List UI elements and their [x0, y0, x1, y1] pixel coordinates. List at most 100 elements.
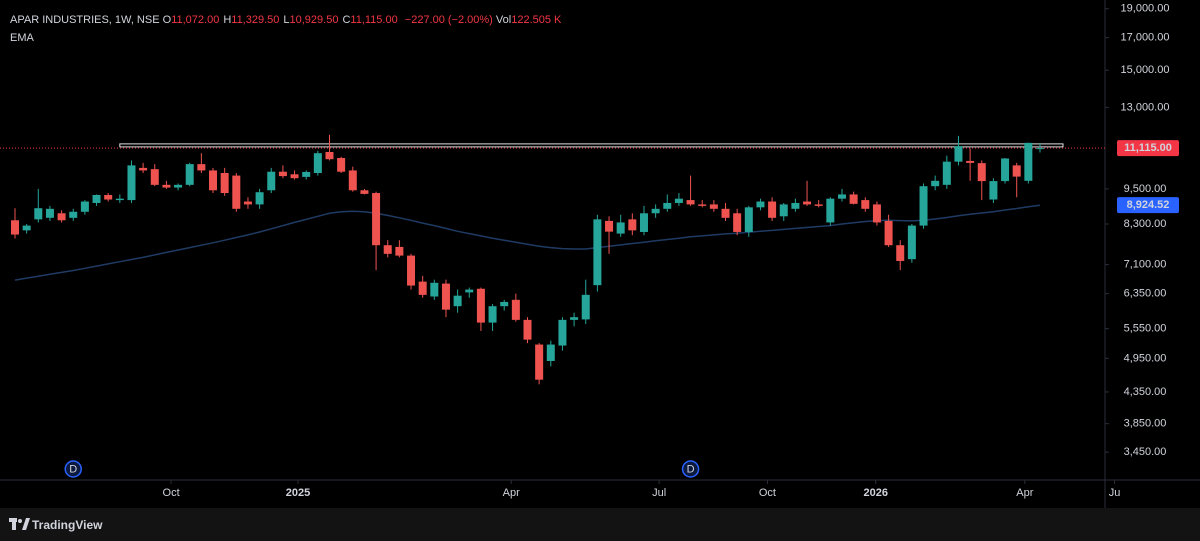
candle-body: [220, 172, 229, 194]
candle-body: [1012, 165, 1021, 177]
candle-body: [872, 204, 881, 223]
candle-body: [500, 301, 509, 307]
event-marker: [681, 460, 700, 478]
event-label: D: [687, 463, 695, 475]
y-tick-label: 8,300.00: [1124, 218, 1167, 230]
y-tick-label: 9,500.00: [1124, 183, 1167, 195]
y-tick-label: 6,350.00: [1124, 288, 1167, 300]
candle-body: [150, 169, 159, 185]
ohlc-key: C: [342, 14, 351, 26]
candle-body: [465, 289, 474, 293]
candle-body: [476, 288, 485, 323]
ohlc-key: L: [283, 14, 290, 26]
candle-body: [966, 160, 975, 163]
event-marker: [64, 460, 82, 478]
candle-body: [22, 225, 31, 231]
candle-body: [639, 213, 648, 232]
candle-body: [360, 190, 369, 194]
candle-body: [162, 184, 171, 188]
candle-body: [698, 204, 707, 206]
candle-body: [884, 220, 893, 246]
last-price-label-bg: [1117, 140, 1179, 157]
x-tick-label: Oct: [759, 487, 776, 499]
x-tick-label: Apr: [1016, 487, 1033, 499]
last-price-label: 11,115.00: [1124, 142, 1172, 154]
candle-body: [756, 201, 765, 208]
candle-body: [430, 282, 439, 297]
candle-body: [80, 201, 89, 212]
x-tick-label: Apr: [503, 487, 520, 499]
candle-body: [768, 201, 777, 218]
ohlc-value: 11,072.00: [171, 14, 220, 26]
candle-body: [488, 306, 497, 323]
candle-body: [197, 164, 206, 171]
candle-body: [127, 165, 136, 201]
candle-body: [174, 184, 183, 188]
ema-price-label: 8,924.52: [1127, 199, 1170, 211]
ema-line: [14, 204, 1041, 281]
candle-body: [1024, 142, 1033, 181]
candle-body: [907, 225, 916, 260]
candle-body: [11, 220, 19, 235]
symbol: APAR INDUSTRIES, 1W, NSE: [10, 14, 160, 26]
candle-body: [803, 201, 812, 205]
candle-body: [348, 170, 357, 191]
candle-body: [34, 208, 43, 220]
candle-body: [605, 220, 614, 232]
x-tick-label: Ju: [1109, 487, 1121, 499]
y-tick-label: 5,550.00: [1124, 323, 1167, 335]
ohlc-key: H: [223, 14, 232, 26]
y-tick-label: 15,000.00: [1121, 64, 1170, 76]
candle-body: [651, 208, 660, 214]
ohlc-value: 10,929.50: [289, 14, 339, 26]
y-tick-label: 3,850.00: [1124, 418, 1167, 430]
y-tick-label: 7,100.00: [1124, 259, 1167, 271]
candle-body: [558, 319, 567, 346]
change: −227.00 (−2.00%): [404, 14, 493, 26]
y-tick-label: 3,450.00: [1124, 446, 1167, 458]
candle-body: [69, 211, 78, 218]
candle-body: [709, 204, 718, 209]
ohlc-value: 11,115.00: [350, 14, 398, 26]
candle-body: [1036, 148, 1044, 150]
candle-body: [744, 207, 753, 232]
candle-body: [372, 193, 381, 246]
y-tick-label: 17,000.00: [1121, 32, 1170, 44]
candle-body: [418, 281, 427, 295]
ohlc-values: O11,072.00 H11,329.50 L10,929.50 C11,115.00: [163, 14, 402, 26]
candle-body: [779, 204, 788, 217]
candle-body: [570, 317, 579, 320]
candle-body: [942, 161, 951, 185]
candle-body: [535, 344, 544, 380]
candle-body: [896, 245, 905, 261]
candle-body: [593, 219, 602, 286]
x-tick-label: 2026: [864, 487, 888, 499]
event-label: D: [69, 463, 77, 475]
legend: APAR INDUSTRIES, 1W, NSE O11,072.00 H11,3…: [10, 14, 561, 26]
candle-body: [523, 319, 532, 340]
candle-body: [861, 200, 870, 209]
candle-body: [255, 192, 264, 205]
candle-body: [407, 255, 416, 286]
candle-body: [814, 204, 823, 206]
brand: TradingView: [32, 518, 103, 532]
candle-body: [209, 170, 218, 191]
candle-body: [139, 167, 148, 171]
y-tick-label: 13,000.00: [1121, 101, 1170, 113]
candle-body: [104, 195, 113, 200]
y-tick-label: 19,000.00: [1121, 3, 1170, 15]
candle-body: [826, 198, 835, 223]
candle-body: [441, 283, 450, 310]
candle-body: [628, 219, 637, 231]
candle-body: [954, 146, 963, 162]
candle-body: [663, 202, 672, 209]
footer: TradingView: [0, 508, 1200, 541]
candle-body: [395, 246, 404, 256]
candle-body: [267, 171, 276, 191]
x-tick-label: Jul: [652, 487, 666, 499]
candle-body: [581, 294, 590, 320]
candle-body: [92, 195, 101, 203]
candle-body: [313, 153, 322, 173]
candle-body: [849, 194, 858, 204]
candle-body: [278, 171, 287, 177]
